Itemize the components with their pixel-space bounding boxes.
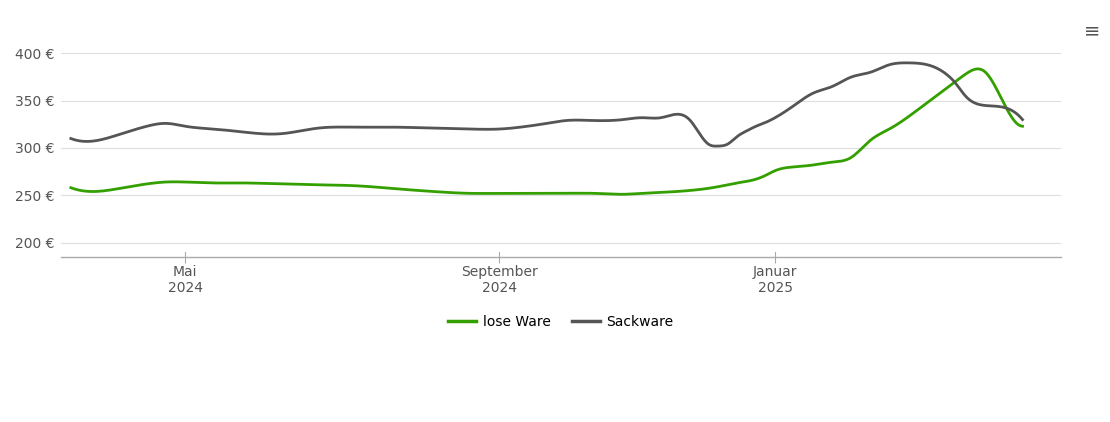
Legend: lose Ware, Sackware: lose Ware, Sackware — [443, 309, 679, 334]
Text: ≡: ≡ — [1084, 21, 1100, 40]
